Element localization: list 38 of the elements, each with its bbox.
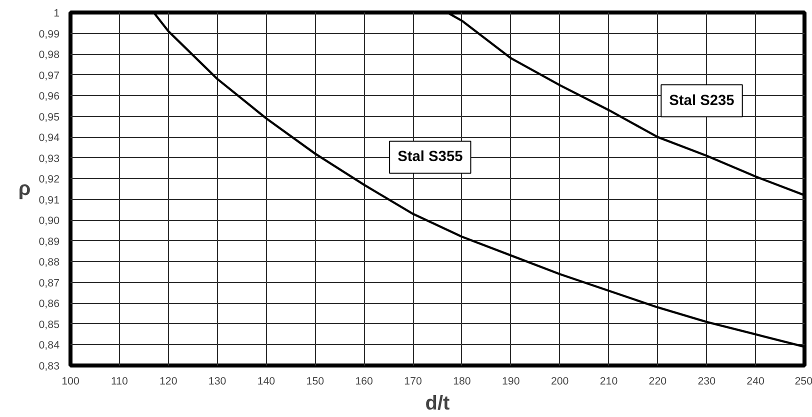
x-tick-label: 180: [453, 376, 471, 388]
x-tick-label: 210: [600, 376, 618, 388]
text: Stal S355: [398, 149, 463, 166]
x-tick-label: 110: [110, 376, 128, 388]
y-tick-label: 0,96: [38, 90, 60, 103]
x-tick-label: 150: [306, 376, 324, 388]
x-tick-label: 100: [62, 376, 80, 388]
x-tick-label: 130: [208, 376, 226, 388]
y-tick-label: 0,95: [38, 111, 60, 124]
x-tick-label: 240: [746, 376, 765, 388]
x-tick-label: 120: [159, 376, 178, 388]
y-tick-label: 0,94: [38, 132, 60, 144]
x-tick-label: 200: [550, 376, 569, 388]
x-tick-label: 140: [257, 376, 276, 388]
y-tick-label: 0,91: [38, 194, 60, 206]
x-tick-label: 250: [794, 376, 812, 388]
y-tick-label: 0,99: [38, 28, 60, 40]
y-tick-label: 1: [54, 8, 60, 20]
y-tick-label: 0,83: [38, 360, 60, 372]
y-axis-title: ρ: [18, 178, 31, 200]
y-tick-label: 0,98: [38, 49, 60, 62]
x-tick-label: 160: [355, 376, 374, 388]
y-tick-label: 0,87: [38, 277, 60, 290]
x-tick-label: 170: [404, 376, 422, 388]
y-tick-label: 0,89: [38, 236, 60, 248]
y-tick-label: 0,84: [38, 340, 60, 352]
x-tick-label: 190: [502, 376, 520, 388]
y-tick-label: 0,93: [38, 152, 60, 165]
y-tick-label: 0,85: [38, 318, 60, 331]
y-tick-label: 0,90: [38, 215, 60, 228]
y-tick-label: 0,92: [38, 174, 60, 186]
y-tick-label: 0,86: [38, 298, 60, 310]
text: Stal S235: [669, 92, 734, 109]
x-tick-label: 230: [698, 376, 716, 388]
y-tick-label: 0,97: [38, 70, 60, 82]
x-axis-title: d/t: [425, 392, 450, 414]
x-tick-label: 220: [648, 376, 667, 388]
y-tick-label: 0,88: [38, 256, 60, 269]
